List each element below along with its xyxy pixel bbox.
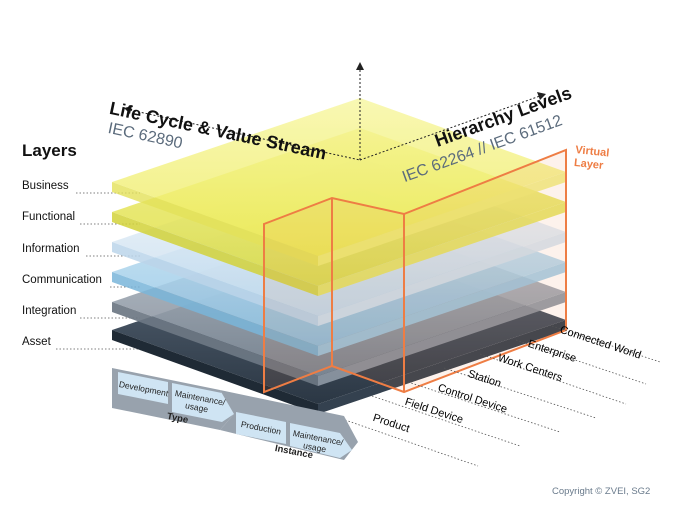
layer-label-communication: Communication <box>22 274 102 286</box>
layer-label-asset: Asset <box>22 336 51 348</box>
layer-label-integration: Integration <box>22 305 77 317</box>
virtual-layer-frame <box>263 148 567 394</box>
layer-label-functional: Functional <box>22 211 76 223</box>
layers-title: Layers <box>22 141 77 160</box>
axis-lines <box>129 66 541 161</box>
lifecycle-instance-arrow <box>220 390 358 460</box>
layer-label-business: Business <box>22 180 69 192</box>
business-layer-slab <box>112 98 566 266</box>
lifecycle-type-arrow <box>112 368 234 430</box>
hierarchy-leader-lines <box>321 325 661 467</box>
axis-arrowheads <box>124 62 546 114</box>
layer-label-information: Information <box>22 243 80 255</box>
copyright-notice: Copyright © ZVEI, SG2 <box>552 486 651 497</box>
